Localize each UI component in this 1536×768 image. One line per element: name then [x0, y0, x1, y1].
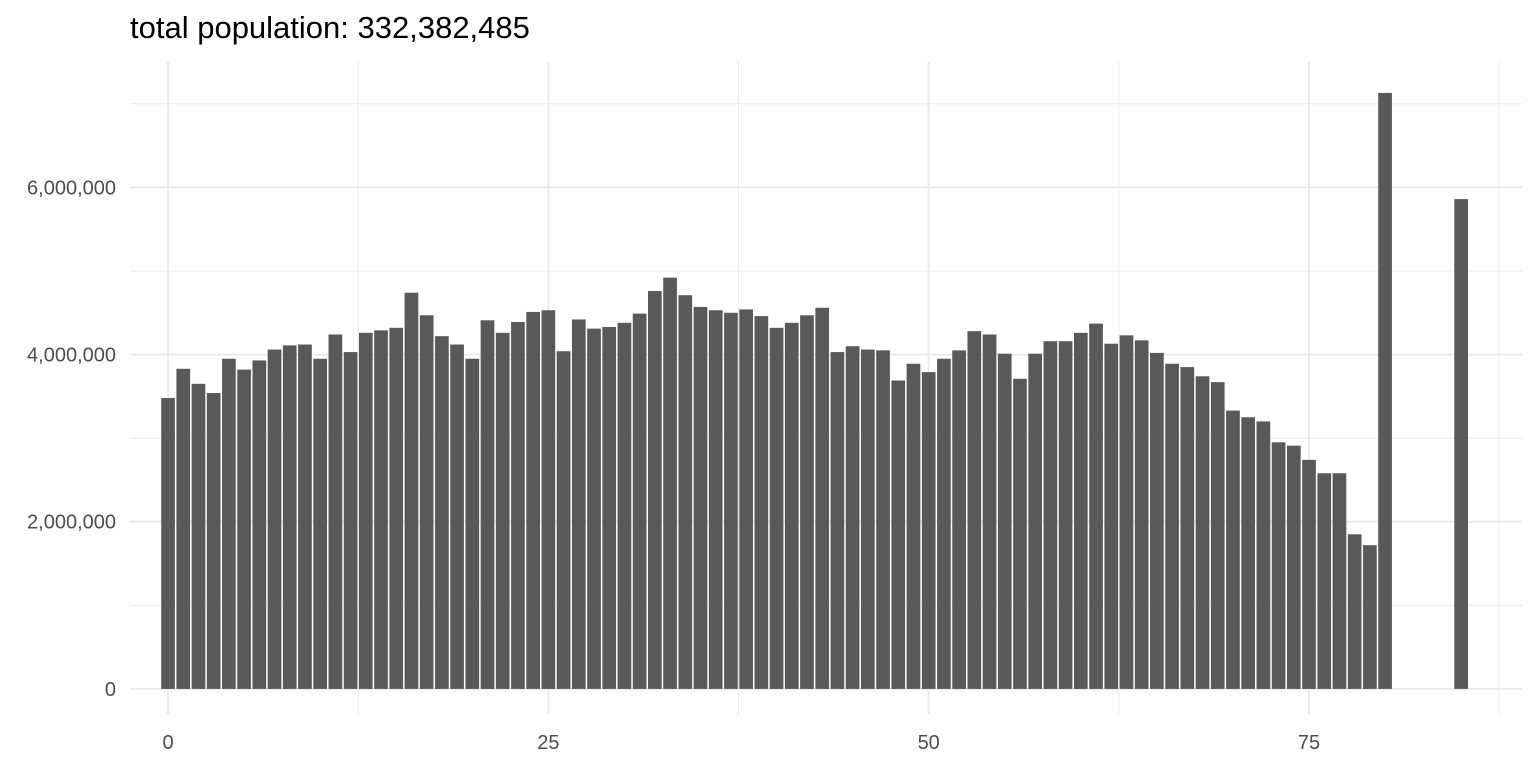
- bar: [1286, 445, 1301, 689]
- bar: [511, 321, 525, 689]
- bar: [298, 344, 312, 689]
- bar: [1271, 442, 1286, 689]
- bar: [191, 383, 206, 689]
- y-axis-tick-labels: 0 2,000,000 4,000,000 6,000,000: [27, 177, 116, 701]
- bar: [1165, 363, 1179, 689]
- bar: [632, 313, 647, 689]
- bar: [663, 277, 677, 689]
- bar: [830, 352, 845, 689]
- bar: [800, 315, 814, 689]
- bar: [404, 292, 419, 689]
- bar: [374, 330, 388, 689]
- bar: [1119, 335, 1134, 689]
- bar: [937, 358, 951, 689]
- bar: [1317, 473, 1332, 689]
- bar: [1454, 199, 1468, 689]
- bar: [845, 346, 860, 689]
- bar: [1195, 376, 1210, 689]
- bar: [435, 336, 449, 689]
- y-tick-label: 0: [105, 679, 116, 701]
- x-tick-label: 25: [537, 732, 559, 754]
- bar: [754, 316, 769, 689]
- bar: [1013, 378, 1027, 689]
- bar: [1134, 340, 1149, 689]
- bar: [1363, 545, 1377, 689]
- bar: [161, 398, 175, 689]
- bar: [1210, 382, 1225, 689]
- bar: [419, 315, 434, 689]
- bar: [237, 369, 251, 689]
- bar: [252, 360, 267, 689]
- chart-title: total population: 332,382,485: [130, 10, 530, 45]
- bar: [876, 350, 890, 689]
- bar: [860, 349, 875, 689]
- bar: [465, 358, 480, 689]
- bar: [1347, 534, 1362, 689]
- bar: [784, 322, 799, 689]
- bar: [541, 310, 556, 689]
- bar: [1180, 367, 1195, 689]
- bar: [693, 306, 708, 689]
- bar: [328, 334, 343, 689]
- bar: [921, 372, 936, 689]
- bar: [267, 349, 282, 689]
- bar: [769, 327, 784, 689]
- bar: [1058, 341, 1073, 689]
- bar: [952, 350, 966, 689]
- bar: [1256, 421, 1271, 689]
- bar: [1332, 473, 1347, 689]
- bar: [602, 326, 617, 689]
- bar: [1241, 417, 1256, 689]
- bar: [282, 345, 297, 689]
- bar: [724, 312, 738, 689]
- bar: [313, 358, 328, 689]
- bar: [815, 307, 830, 689]
- x-tick-label: 50: [918, 732, 940, 754]
- bar: [1073, 332, 1088, 689]
- bar: [206, 393, 221, 689]
- bar: [982, 334, 997, 689]
- bar: [587, 328, 601, 689]
- bar: [1302, 459, 1316, 689]
- bar: [648, 291, 662, 689]
- bar: [556, 351, 571, 689]
- x-axis-tick-labels: 0 25 50 75: [162, 732, 1320, 754]
- bar: [1378, 92, 1392, 689]
- bar: [1226, 410, 1240, 689]
- bar: [891, 380, 906, 689]
- y-tick-label: 6,000,000: [27, 177, 116, 199]
- x-tick-label: 0: [162, 732, 173, 754]
- bar: [176, 368, 191, 689]
- bar: [526, 311, 540, 689]
- bar: [389, 327, 404, 689]
- bar: [997, 353, 1012, 689]
- bar: [450, 344, 464, 689]
- bar: [906, 363, 921, 689]
- bar: [1150, 352, 1164, 689]
- bar: [571, 319, 586, 689]
- bar: [1043, 341, 1058, 689]
- bar: [1104, 343, 1119, 689]
- bar: [343, 352, 358, 689]
- bar: [495, 332, 510, 689]
- bar: [222, 358, 236, 689]
- y-tick-label: 2,000,000: [27, 512, 116, 534]
- bar: [678, 295, 693, 689]
- bar: [708, 310, 723, 689]
- bar: [739, 309, 753, 689]
- x-tick-label: 75: [1298, 732, 1320, 754]
- y-tick-label: 4,000,000: [27, 345, 116, 367]
- bar: [358, 332, 373, 689]
- bar: [617, 322, 632, 689]
- bar: [1028, 353, 1043, 689]
- bar: [967, 331, 982, 689]
- bars: [161, 92, 1468, 689]
- bar: [1089, 323, 1103, 689]
- bar: [480, 320, 495, 689]
